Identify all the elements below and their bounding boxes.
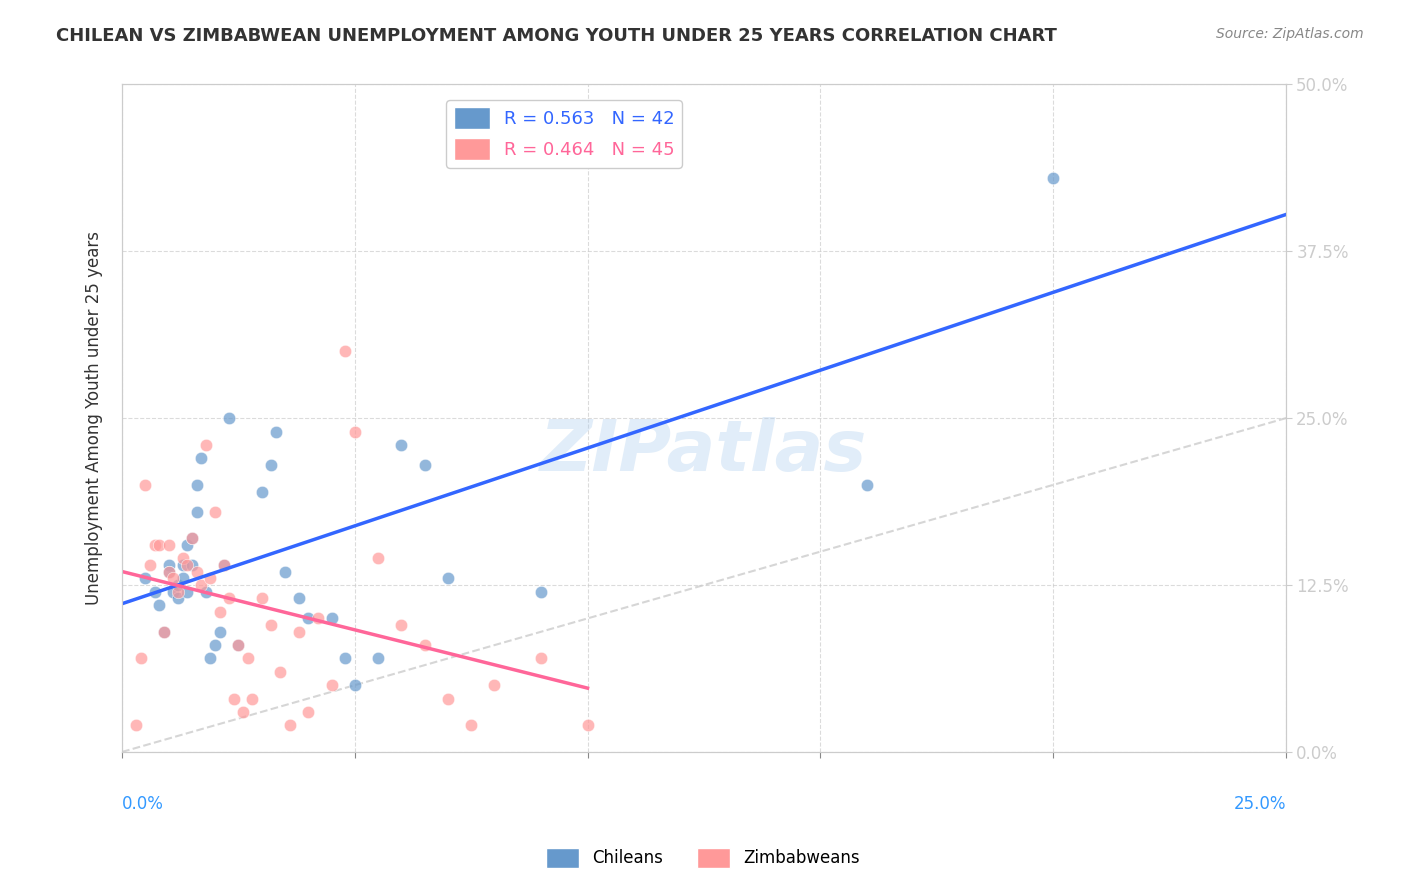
Point bbox=[1042, 170, 1064, 185]
Point bbox=[228, 638, 250, 652]
Point bbox=[343, 425, 366, 439]
Point bbox=[413, 638, 436, 652]
Point bbox=[269, 665, 291, 679]
Point bbox=[172, 558, 194, 572]
Text: Source: ZipAtlas.com: Source: ZipAtlas.com bbox=[1216, 27, 1364, 41]
Point bbox=[576, 718, 599, 732]
Point bbox=[288, 591, 311, 606]
Point bbox=[162, 571, 184, 585]
Point bbox=[367, 651, 389, 665]
Point bbox=[194, 584, 217, 599]
Point bbox=[228, 638, 250, 652]
Point bbox=[204, 638, 226, 652]
Point bbox=[167, 578, 190, 592]
Point bbox=[139, 558, 162, 572]
Point bbox=[214, 558, 236, 572]
Point bbox=[437, 691, 460, 706]
Point bbox=[389, 618, 412, 632]
Point bbox=[389, 438, 412, 452]
Point bbox=[335, 651, 357, 665]
Point bbox=[180, 532, 202, 546]
Point bbox=[297, 705, 319, 719]
Text: ZIPatlas: ZIPatlas bbox=[540, 417, 868, 486]
Point bbox=[157, 565, 180, 579]
Point bbox=[250, 484, 273, 499]
Point bbox=[208, 624, 231, 639]
Point bbox=[250, 591, 273, 606]
Point bbox=[307, 611, 329, 625]
Point bbox=[157, 538, 180, 552]
Point bbox=[321, 678, 343, 692]
Point bbox=[157, 558, 180, 572]
Text: CHILEAN VS ZIMBABWEAN UNEMPLOYMENT AMONG YOUTH UNDER 25 YEARS CORRELATION CHART: CHILEAN VS ZIMBABWEAN UNEMPLOYMENT AMONG… bbox=[56, 27, 1057, 45]
Point bbox=[297, 611, 319, 625]
Point bbox=[180, 558, 202, 572]
Point bbox=[232, 705, 254, 719]
Point bbox=[335, 344, 357, 359]
Point bbox=[186, 505, 208, 519]
Point bbox=[278, 718, 301, 732]
Point bbox=[190, 578, 212, 592]
Point bbox=[208, 605, 231, 619]
Point bbox=[148, 538, 170, 552]
Point bbox=[172, 571, 194, 585]
Point bbox=[530, 651, 553, 665]
Point bbox=[321, 611, 343, 625]
Point bbox=[260, 618, 283, 632]
Point bbox=[176, 558, 198, 572]
Point bbox=[162, 584, 184, 599]
Point bbox=[437, 571, 460, 585]
Point bbox=[167, 584, 190, 599]
Point bbox=[125, 718, 148, 732]
Point bbox=[553, 144, 575, 158]
Y-axis label: Unemployment Among Youth under 25 years: Unemployment Among Youth under 25 years bbox=[86, 231, 103, 605]
Point bbox=[218, 591, 240, 606]
Point bbox=[242, 691, 264, 706]
Point bbox=[194, 438, 217, 452]
Point bbox=[343, 678, 366, 692]
Point bbox=[236, 651, 259, 665]
Point bbox=[200, 571, 222, 585]
Point bbox=[530, 584, 553, 599]
Point bbox=[176, 584, 198, 599]
Point bbox=[460, 718, 482, 732]
Point bbox=[856, 478, 879, 492]
Point bbox=[484, 678, 506, 692]
Point bbox=[176, 538, 198, 552]
Legend: Chileans, Zimbabweans: Chileans, Zimbabweans bbox=[540, 841, 866, 875]
Point bbox=[153, 624, 176, 639]
Point bbox=[186, 565, 208, 579]
Point bbox=[367, 551, 389, 566]
Legend: R = 0.563   N = 42, R = 0.464   N = 45: R = 0.563 N = 42, R = 0.464 N = 45 bbox=[447, 100, 682, 168]
Point bbox=[148, 598, 170, 612]
Point bbox=[143, 584, 166, 599]
Point bbox=[134, 571, 156, 585]
Point bbox=[180, 532, 202, 546]
Point bbox=[172, 551, 194, 566]
Point bbox=[153, 624, 176, 639]
Point bbox=[214, 558, 236, 572]
Point bbox=[260, 458, 283, 472]
Point bbox=[222, 691, 245, 706]
Point bbox=[200, 651, 222, 665]
Text: 25.0%: 25.0% bbox=[1233, 796, 1285, 814]
Point bbox=[167, 591, 190, 606]
Point bbox=[190, 451, 212, 466]
Point bbox=[288, 624, 311, 639]
Point bbox=[134, 478, 156, 492]
Point bbox=[143, 538, 166, 552]
Point bbox=[204, 505, 226, 519]
Point bbox=[413, 458, 436, 472]
Text: 0.0%: 0.0% bbox=[122, 796, 165, 814]
Point bbox=[218, 411, 240, 425]
Point bbox=[186, 478, 208, 492]
Point bbox=[264, 425, 287, 439]
Point bbox=[157, 565, 180, 579]
Point bbox=[274, 565, 297, 579]
Point bbox=[129, 651, 152, 665]
